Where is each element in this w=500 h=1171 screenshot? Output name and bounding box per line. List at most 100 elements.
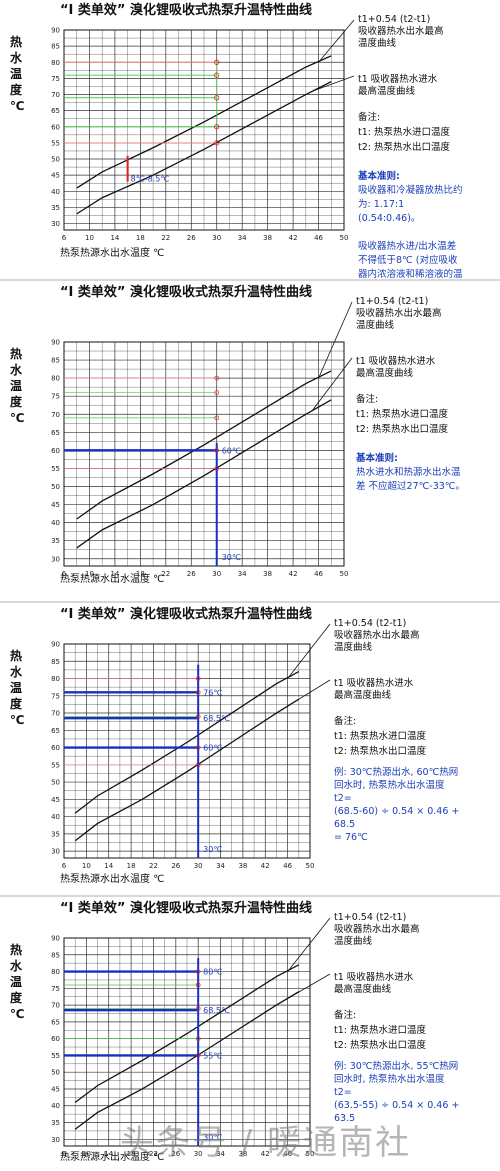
y-tick-label: 65 (51, 107, 60, 115)
chart-title: “I 类单效” 溴化锂吸收式热泵升温特性曲线 (60, 2, 312, 18)
y-tick-label: 90 (51, 27, 60, 35)
y-axis-label: 水 (10, 362, 23, 377)
y-tick-label: 85 (51, 951, 60, 959)
legend-leader-line (281, 679, 331, 710)
example-text: (68.5-60) ÷ 0.54 × 0.46 + (334, 806, 459, 817)
legend-text: 温度曲线 (358, 37, 397, 49)
legend-text: 温度曲线 (334, 641, 373, 653)
y-tick-label: 70 (51, 411, 60, 419)
y-tick-label: 55 (51, 465, 60, 473)
y-tick-label: 75 (51, 75, 60, 83)
legend-text: t1 吸收器热水进水 (334, 677, 414, 689)
x-tick-label: 38 (238, 1150, 247, 1158)
x-tick-label: 26 (171, 1150, 180, 1158)
marker-circle (195, 982, 201, 988)
y-tick-label: 50 (51, 1069, 60, 1077)
y-tick-label: 30 (51, 1136, 60, 1144)
x-tick-label: 34 (238, 234, 247, 242)
value-marker-label: 68.5℃ (203, 1006, 230, 1015)
x-tick-label: 10 (82, 862, 91, 870)
y-axis-label: ℃ (10, 411, 25, 425)
x-tick-label: 26 (171, 862, 180, 870)
x-tick-label: 46 (283, 862, 292, 870)
marker-circle (195, 1036, 201, 1041)
y-axis-label: 温 (10, 67, 22, 81)
y-axis-label: 水 (10, 958, 23, 973)
basis-title: 基本准则: (355, 452, 398, 464)
marker-circle (214, 448, 220, 453)
note-text: t1: 热泵热水进口温度 (334, 730, 426, 742)
value-marker-label: 30℃ (222, 553, 241, 562)
marker-circle (195, 969, 201, 974)
x-tick-label: 18 (136, 570, 145, 578)
example-text: (63.5-55) ÷ 0.54 × 0.46 + (334, 1100, 459, 1111)
y-axis-label: ℃ (10, 99, 25, 113)
chart-svg-2: “I 类单效” 溴化锂吸收式热泵升温特性曲线 6 10 14 18 22 26 30 34 38 4… (10, 284, 465, 585)
extra-note-text: 吸收器热水进/出水温差 (358, 240, 456, 252)
marker-circle (214, 390, 220, 395)
chart-panel-1: “I 类单效” 溴化锂吸收式热泵升温特性曲线 6 10 14 18 22 26 30 34 38 4… (0, 0, 500, 294)
x-tick-label: 34 (216, 1150, 225, 1158)
plot-frame (63, 937, 311, 1147)
marker-circle (214, 72, 220, 78)
x-tick-label: 42 (261, 862, 270, 870)
marker-circle (195, 1006, 201, 1011)
y-tick-label: 30 (51, 220, 60, 228)
note-text: t2: 热泵热水出口温度 (358, 141, 450, 153)
y-tick-label: 45 (51, 172, 60, 180)
x-tick-label: 18 (127, 1150, 136, 1158)
note-text: t1: 热泵热水进口温度 (358, 126, 450, 138)
y-axis-label: ℃ (10, 1007, 25, 1021)
y-tick-label: 55 (51, 139, 60, 147)
y-tick-label: 30 (51, 555, 60, 563)
x-tick-label: 50 (306, 1150, 315, 1158)
example-text: 63.5 (334, 1113, 355, 1124)
y-tick-label: 35 (51, 537, 60, 545)
legend-text: 吸收器热水出水最高 (356, 307, 442, 319)
basis-text: 吸收器和冷凝器放热比约 (358, 184, 463, 196)
y-tick-label: 40 (51, 813, 60, 821)
plot-frame (63, 29, 345, 231)
legend-leader-line (287, 917, 331, 972)
extra-note-text: 不得低于8℃ (对应吸收 (358, 254, 458, 266)
chart-title: “I 类单效” 溴化锂吸收式热泵升温特性曲线 (60, 284, 312, 300)
x-axis-label: 热泵热源水出水温度 ℃ (60, 1150, 164, 1163)
legend-text: t1+0.54 (t2-t1) (334, 912, 406, 923)
y-tick-label: 85 (51, 357, 60, 365)
note-text: t2: 热泵热水出口温度 (334, 745, 426, 757)
y-tick-label: 35 (51, 1119, 60, 1127)
series-line-t1 (74, 991, 300, 1130)
legend-text: 最高温度曲线 (334, 983, 392, 995)
x-tick-label: 22 (161, 234, 170, 242)
series-line-t1 (76, 399, 332, 549)
y-axis-label: 度 (10, 82, 23, 97)
x-tick-label: 18 (136, 234, 145, 242)
y-tick-label: 75 (51, 692, 60, 700)
y-tick-label: 55 (51, 761, 60, 769)
chart-title: “I 类单效” 溴化锂吸收式热泵升温特性曲线 (60, 900, 312, 916)
value-marker-label: 30℃ (203, 1133, 222, 1142)
value-marker-label: 60℃ (222, 446, 241, 455)
y-tick-label: 35 (51, 830, 60, 838)
marker-circle (195, 762, 201, 768)
legend-leader-line (318, 19, 355, 63)
marker-circle (214, 415, 220, 421)
x-axis-label: 热泵热源水出水温度 ℃ (60, 246, 164, 259)
example-text: t2= (334, 1087, 352, 1098)
legend-text: 温度曲线 (334, 935, 373, 947)
x-tick-label: 34 (238, 570, 247, 578)
x-tick-label: 38 (263, 234, 272, 242)
basis-text: 为: 1.17:1 (358, 198, 404, 210)
panel-divider (0, 895, 500, 897)
note-text: 备注: (334, 1009, 356, 1021)
x-tick-label: 42 (289, 234, 298, 242)
value-marker-label: 30℃ (203, 845, 222, 854)
legend-leader-line (311, 357, 353, 411)
chart-svg-3: “I 类单效” 溴化锂吸收式热泵升温特性曲线 6 10 14 18 22 26 30 34 38 4… (10, 606, 459, 885)
y-tick-label: 60 (51, 447, 60, 455)
x-tick-label: 30 (212, 570, 221, 578)
y-tick-label: 75 (51, 393, 60, 401)
x-tick-label: 50 (340, 570, 349, 578)
y-tick-label: 60 (51, 744, 60, 752)
plot-frame (63, 341, 345, 567)
